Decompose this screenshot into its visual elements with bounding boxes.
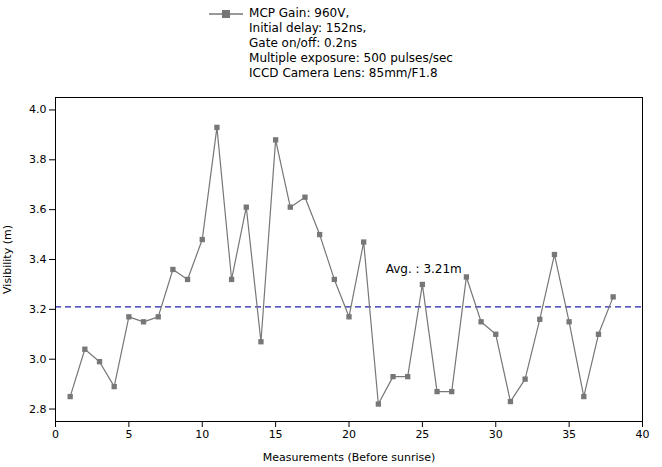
html-text:MCP Gain: 960V, Initial delay:: MCP Gain: 960V, Initial delay: 152ns, Ga…: [249, 6, 453, 80]
svg-text:4.0: 4.0: [29, 103, 47, 116]
svg-text:3.8: 3.8: [29, 153, 47, 166]
svg-text:3.4: 3.4: [29, 253, 47, 266]
svg-text:15: 15: [269, 428, 283, 441]
svg-text:35: 35: [562, 428, 576, 441]
svg-text:Measurements (Before sunrise): Measurements (Before sunrise): [263, 451, 436, 464]
svg-text:40: 40: [636, 428, 650, 441]
svg-text:5: 5: [125, 428, 132, 441]
svg-text:30: 30: [489, 428, 503, 441]
svg-text:2.8: 2.8: [29, 403, 47, 416]
svg-text:3.0: 3.0: [29, 353, 47, 366]
svg-text:3.6: 3.6: [29, 203, 47, 216]
svg-text:Avg. : 3.21m: Avg. : 3.21m: [386, 262, 462, 276]
svg-text:3.2: 3.2: [29, 303, 47, 316]
svg-text:25: 25: [415, 428, 429, 441]
svg-text:10: 10: [195, 428, 209, 441]
svg-text:0: 0: [52, 428, 59, 441]
svg-text:Visibility (m): Visibility (m): [1, 225, 14, 294]
svg-text:20: 20: [342, 428, 356, 441]
